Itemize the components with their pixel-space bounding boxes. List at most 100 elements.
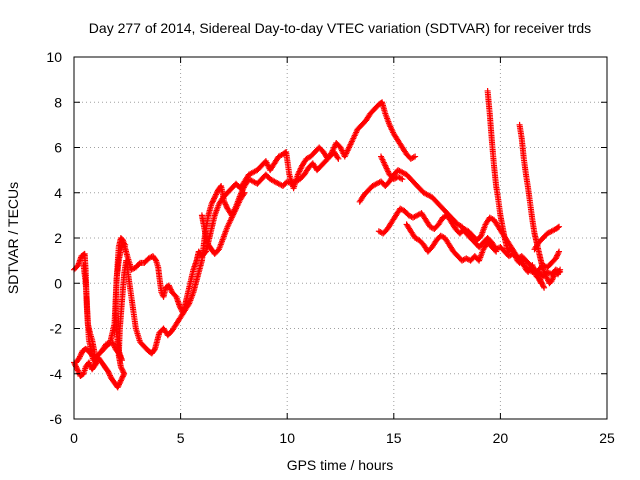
data-point <box>211 194 218 201</box>
data-point <box>553 254 560 261</box>
x-tick-label: 5 <box>177 430 185 446</box>
x-tick-label: 25 <box>599 430 615 446</box>
y-tick-label: -2 <box>50 321 63 337</box>
data-point <box>109 339 116 346</box>
data-point <box>222 201 229 208</box>
data-point <box>114 384 121 391</box>
y-tick-label: -6 <box>50 411 63 427</box>
data-point <box>556 248 563 255</box>
y-tick-label: 6 <box>54 140 62 156</box>
y-tick-label: 2 <box>54 230 62 246</box>
x-tick-label: 10 <box>279 430 295 446</box>
series-track-9 <box>403 221 500 264</box>
data-point <box>119 368 126 375</box>
series-track-2 <box>71 149 342 391</box>
data-point <box>119 373 126 380</box>
y-tick-labels: -6 -4 -2 0 2 4 6 8 10 <box>46 49 62 427</box>
y-tick-label: 4 <box>54 185 62 201</box>
data-point <box>167 285 174 292</box>
data-point <box>118 365 125 372</box>
data-point <box>122 241 129 248</box>
data-point <box>492 247 499 254</box>
data-point <box>92 361 99 368</box>
data-point <box>412 153 419 160</box>
axis-ticks <box>73 56 608 420</box>
data-point <box>208 201 215 208</box>
data-point <box>209 198 216 205</box>
data-point <box>106 371 113 378</box>
data-point <box>541 284 548 291</box>
x-tick-label: 20 <box>493 430 509 446</box>
data-point <box>105 368 112 375</box>
series-track-8 <box>375 205 548 291</box>
y-tick-label: 0 <box>54 275 62 291</box>
data-point <box>77 352 84 359</box>
data-point <box>72 362 79 369</box>
data-point <box>552 255 559 262</box>
data-point <box>557 266 564 273</box>
data-point <box>167 286 174 293</box>
data-point <box>76 354 83 361</box>
data-point <box>555 249 562 256</box>
data-point <box>176 302 183 309</box>
data-point <box>76 353 83 360</box>
data-point <box>554 224 561 231</box>
data-point <box>209 199 216 206</box>
data-point <box>210 196 217 203</box>
data-point <box>493 248 500 255</box>
data-point <box>117 378 124 385</box>
series-track-3 <box>73 239 129 366</box>
data-point <box>107 372 114 379</box>
series-track-5 <box>198 189 248 257</box>
data-point <box>213 190 220 197</box>
data-point <box>334 154 341 161</box>
data-point <box>212 192 219 199</box>
data-point <box>117 377 124 384</box>
y-tick-label: 10 <box>46 49 62 65</box>
y-axis-label: SDTVAR / TECUs <box>5 182 21 294</box>
series-track-12 <box>531 223 563 253</box>
data-point <box>556 223 563 230</box>
data-point <box>240 191 247 198</box>
data-point <box>212 191 219 198</box>
data-point <box>166 283 173 290</box>
series-track-4 <box>80 262 99 368</box>
data-points <box>71 87 564 391</box>
data-point <box>399 176 406 183</box>
data-point <box>120 369 127 376</box>
data-point <box>223 202 230 209</box>
x-axis-label: GPS time / hours <box>287 457 394 473</box>
data-point <box>211 195 218 202</box>
data-point <box>115 381 122 388</box>
data-point <box>115 382 122 389</box>
x-tick-labels: 0 5 10 15 20 25 <box>70 430 615 446</box>
data-point <box>116 380 123 387</box>
data-point <box>73 364 80 371</box>
data-point <box>151 346 158 353</box>
data-point <box>221 200 228 207</box>
series-track-7 <box>378 153 406 183</box>
data-point <box>119 374 126 381</box>
series-track-13 <box>535 248 563 273</box>
data-point <box>121 240 128 247</box>
data-point <box>121 370 128 377</box>
chart-title: Day 277 of 2014, Sidereal Day-to-day VTE… <box>89 20 591 36</box>
data-point <box>86 360 93 367</box>
data-point <box>87 362 94 369</box>
data-point <box>165 282 172 289</box>
data-point <box>152 256 159 263</box>
data-point <box>105 369 112 376</box>
data-point <box>537 280 544 287</box>
data-point <box>118 376 125 383</box>
y-tick-label: -4 <box>50 366 63 382</box>
data-point <box>119 366 126 373</box>
data-point <box>74 367 81 374</box>
y-tick-label: 8 <box>54 94 62 110</box>
data-point <box>554 251 561 258</box>
data-point <box>554 252 561 259</box>
data-point <box>540 283 547 290</box>
data-point <box>78 350 85 357</box>
series-track-10 <box>484 87 544 287</box>
